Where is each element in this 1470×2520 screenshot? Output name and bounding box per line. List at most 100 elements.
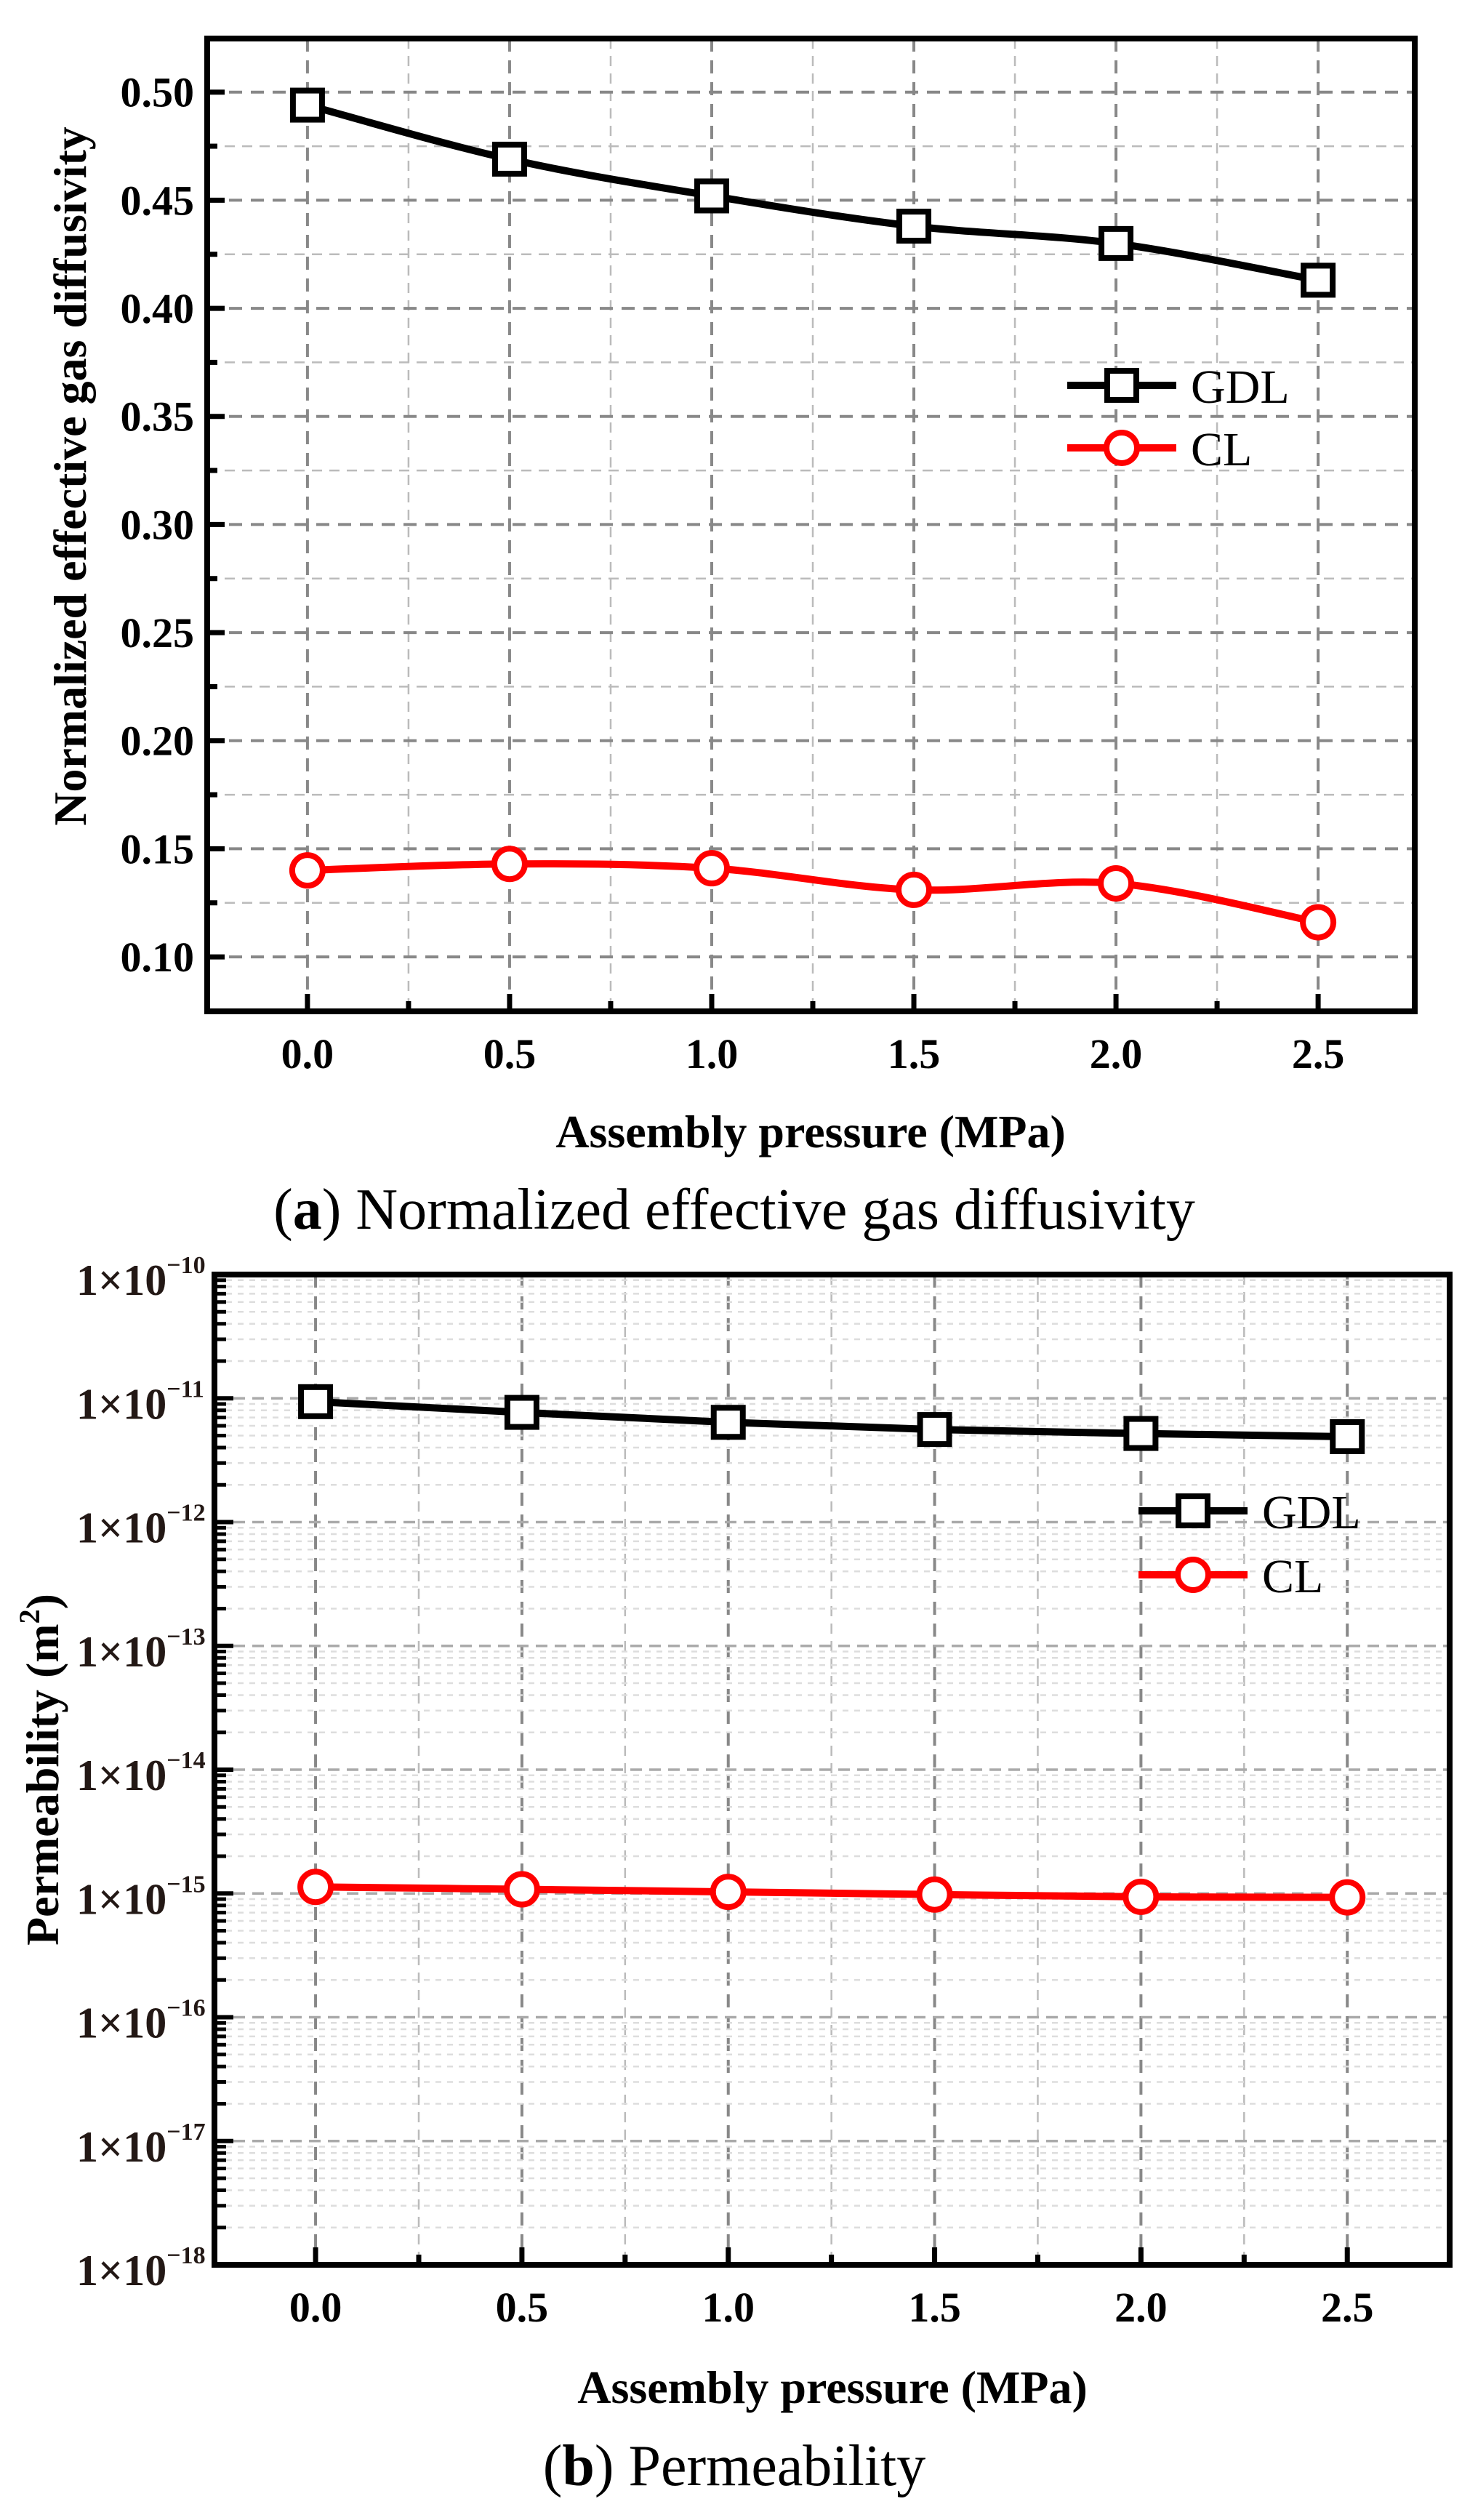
y-tick-base: 1×10 bbox=[76, 1380, 166, 1428]
chart-b-plot-frame bbox=[212, 1272, 1453, 2268]
data-point-gdl bbox=[896, 209, 932, 244]
legend-label: GDL bbox=[1262, 1486, 1361, 1539]
chart-a-x-tick-label: 0.5 bbox=[483, 1030, 537, 1078]
y-tick-base: 1×10 bbox=[76, 1875, 166, 1923]
chart-a-series-cl bbox=[289, 846, 1337, 941]
y-tick-base: 1×10 bbox=[76, 2247, 166, 2295]
y-tick-exponent: −17 bbox=[166, 2119, 205, 2146]
y-tick-exponent: −12 bbox=[166, 1500, 205, 1527]
chart-b-y-tick-label: 1×10−18 bbox=[76, 2242, 206, 2295]
legend-item-gdl: GDL bbox=[1138, 1486, 1361, 1539]
data-point-gdl bbox=[298, 1384, 334, 1419]
data-point-cl bbox=[916, 1876, 953, 1913]
chart-b-x-tick-label: 2.5 bbox=[1321, 2284, 1374, 2331]
data-point-gdl bbox=[1123, 1416, 1159, 1451]
legend-marker-square bbox=[1176, 1493, 1210, 1528]
chart-a-y-tick-label: 0.35 bbox=[121, 393, 195, 441]
data-point-gdl bbox=[710, 1405, 746, 1440]
chart-a-x-axis-label: Assembly pressure (MPa) bbox=[555, 1106, 1066, 1157]
series-line-gdl bbox=[306, 101, 1319, 284]
y-label-main: Permeability (m bbox=[17, 1624, 68, 1946]
chart-a-y-tick-label: 0.15 bbox=[121, 825, 195, 872]
legend-marker-circle bbox=[1104, 430, 1140, 466]
y-tick-exponent: −14 bbox=[166, 1747, 205, 1774]
y-tick-exponent: −11 bbox=[166, 1376, 204, 1403]
series-line-gdl bbox=[315, 1397, 1348, 1440]
legend-label: CL bbox=[1191, 423, 1252, 476]
data-point-gdl bbox=[289, 87, 325, 123]
chart-b-caption: (b) Permeability bbox=[543, 2434, 926, 2498]
chart-b-y-tick-label: 1×10−10 bbox=[76, 1252, 206, 1304]
y-tick-exponent: −10 bbox=[166, 1252, 205, 1279]
chart-a-y-tick-label: 0.10 bbox=[121, 934, 195, 981]
data-point-cl bbox=[297, 1869, 334, 1906]
chart-a-y-tick-label: 0.45 bbox=[121, 177, 195, 224]
chart-a-diffusivity: 0.0 0.5 1.0 1.5 2.0 2.5 0.10 0.15 0.20 0.25 0.30 0.… bbox=[121, 36, 1418, 1078]
legend-item-cl: CL bbox=[1067, 423, 1252, 476]
series-line-cl bbox=[307, 860, 1320, 926]
chart-b-series-gdl bbox=[298, 1384, 1365, 1454]
chart-a-x-tick-label: 1.0 bbox=[686, 1030, 739, 1078]
chart-a-caption: (a) Normalized effective gas diffusivity bbox=[273, 1178, 1195, 1242]
y-label-end: ) bbox=[17, 1594, 68, 1609]
chart-b-x-tick-label: 1.5 bbox=[908, 2284, 961, 2331]
data-point-gdl bbox=[491, 141, 527, 177]
y-tick-base: 1×10 bbox=[76, 1628, 166, 1676]
chart-b-y-tick-label: 1×10−12 bbox=[76, 1500, 206, 1552]
chart-a-y-tick-label: 0.30 bbox=[121, 501, 195, 548]
chart-a-x-tick-label: 1.5 bbox=[888, 1030, 941, 1078]
y-tick-exponent: −13 bbox=[166, 1624, 205, 1650]
legend-marker-square bbox=[1104, 368, 1139, 403]
data-point-cl bbox=[693, 850, 730, 887]
data-point-cl bbox=[896, 871, 933, 908]
data-point-gdl bbox=[1330, 1418, 1365, 1454]
chart-b-legend: GDL CL bbox=[1138, 1486, 1361, 1603]
chart-a-x-tick-label: 0.0 bbox=[281, 1030, 334, 1078]
caption-a-text: Normalized effective gas diffusivity bbox=[356, 1178, 1194, 1242]
y-tick-base: 1×10 bbox=[76, 2123, 166, 2171]
y-label-sup: 2 bbox=[13, 1609, 46, 1624]
data-point-cl bbox=[289, 852, 326, 889]
chart-a-legend: GDL CL bbox=[1067, 361, 1290, 476]
y-tick-exponent: −18 bbox=[166, 2242, 205, 2269]
chart-a-x-tick-label: 2.0 bbox=[1090, 1030, 1143, 1078]
y-tick-base: 1×10 bbox=[76, 1504, 166, 1552]
chart-a-y-tick-label: 0.20 bbox=[121, 718, 195, 765]
data-point-gdl bbox=[504, 1395, 539, 1430]
chart-a-y-axis-label: Normalized effective gas diffusivity bbox=[44, 127, 96, 826]
y-tick-base: 1×10 bbox=[76, 1751, 166, 1799]
chart-b-y-tick-label: 1×10−11 bbox=[76, 1376, 204, 1428]
data-point-gdl bbox=[917, 1412, 952, 1448]
series-line-cl bbox=[316, 1883, 1348, 1901]
data-point-cl bbox=[1098, 864, 1135, 902]
legend-label: CL bbox=[1262, 1550, 1323, 1603]
y-tick-exponent: −15 bbox=[166, 1871, 205, 1898]
data-point-gdl bbox=[1099, 225, 1134, 261]
chart-a-y-tick-label: 0.50 bbox=[121, 69, 195, 116]
chart-b-y-tick-label: 1×10−13 bbox=[76, 1624, 206, 1676]
chart-b-y-tick-label: 1×10−17 bbox=[76, 2119, 206, 2171]
chart-b-y-tick-label: 1×10−16 bbox=[76, 1995, 206, 2047]
data-point-cl bbox=[491, 846, 528, 883]
chart-a-y-tick-label: 0.40 bbox=[121, 285, 195, 332]
data-point-cl bbox=[1122, 1878, 1160, 1915]
chart-a-x-tick-label: 2.5 bbox=[1292, 1030, 1345, 1078]
legend-item-cl: CL bbox=[1138, 1550, 1323, 1603]
caption-b-letter: b bbox=[562, 2434, 595, 2498]
chart-b-x-tick-label: 2.0 bbox=[1114, 2284, 1168, 2331]
legend-marker-circle bbox=[1175, 1557, 1211, 1593]
data-point-cl bbox=[1329, 1879, 1366, 1916]
data-point-gdl bbox=[1301, 262, 1336, 298]
data-point-gdl bbox=[694, 178, 729, 214]
y-tick-base: 1×10 bbox=[76, 1999, 166, 2047]
grid bbox=[207, 39, 1415, 1011]
chart-b-permeability: 0.0 0.5 1.0 1.5 2.0 2.51×10−181×10−171×10−161… bbox=[76, 1252, 1453, 2331]
y-tick-base: 1×10 bbox=[76, 1256, 166, 1304]
chart-b-series-cl bbox=[297, 1869, 1366, 1916]
chart-a-series-gdl bbox=[289, 87, 1336, 298]
chart-b-x-tick-label: 0.5 bbox=[496, 2284, 549, 2331]
legend-item-gdl: GDL bbox=[1067, 361, 1290, 414]
y-tick-exponent: −16 bbox=[166, 1995, 205, 2022]
chart-a-plot-frame bbox=[204, 36, 1418, 1014]
